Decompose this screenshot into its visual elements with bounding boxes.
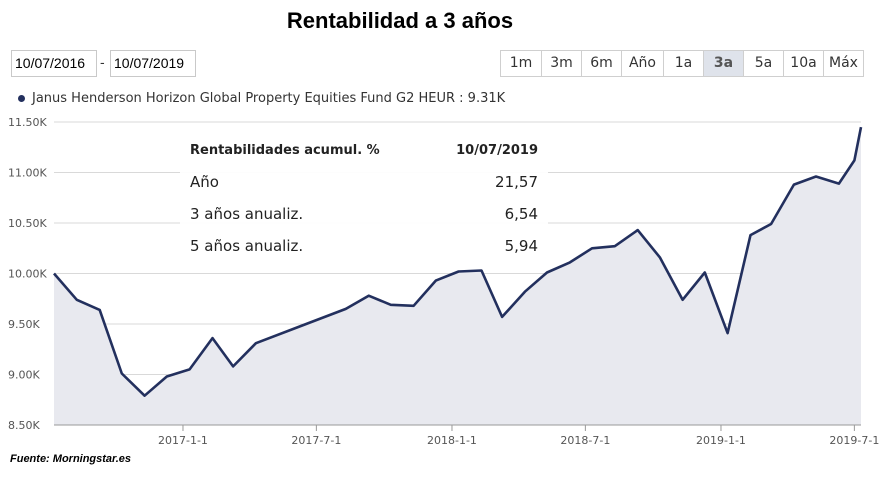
- chart-legend[interactable]: Janus Henderson Horizon Global Property …: [18, 91, 505, 106]
- x-tick-label: 2018-1-1: [427, 434, 477, 447]
- tooltip-row-value: 6,54: [504, 205, 538, 223]
- x-tick-label: 2019-1-1: [696, 434, 746, 447]
- tooltip-row: 3 años anualiz. 6,54: [190, 203, 538, 235]
- range-button-6m[interactable]: 6m: [581, 51, 621, 76]
- date-separator: -: [100, 54, 105, 70]
- tooltip-row-value: 21,57: [495, 173, 538, 191]
- range-button-año[interactable]: Año: [621, 51, 663, 76]
- x-tick-label: 2017-7-1: [291, 434, 341, 447]
- tooltip-header: Rentabilidades acumul. % 10/07/2019: [190, 143, 538, 171]
- y-tick-label: 9.50K: [8, 318, 40, 331]
- x-tick-label: 2019-7-1: [829, 434, 879, 447]
- y-tick-label: 8.50K: [8, 419, 40, 432]
- chart-title: Rentabilidad a 3 años: [286, 8, 514, 33]
- tooltip-row-label: 3 años anualiz.: [190, 205, 304, 223]
- legend-label: Janus Henderson Horizon Global Property …: [32, 91, 506, 106]
- tooltip-header-label: Rentabilidades acumul. %: [190, 143, 380, 158]
- y-tick-label: 9.00K: [8, 369, 40, 382]
- y-tick-label: 10.00K: [8, 268, 47, 281]
- tooltip-header-date: 10/07/2019: [456, 143, 538, 158]
- range-selector: 1m 3m 6m Año 1a 3a 5a 10a Máx: [500, 50, 864, 77]
- x-tick-label: 2018-7-1: [560, 434, 610, 447]
- range-button-5a[interactable]: 5a: [743, 51, 783, 76]
- tooltip-row-label: Año: [190, 173, 219, 191]
- range-button-máx[interactable]: Máx: [823, 51, 863, 76]
- y-tick-label: 11.50K: [8, 116, 47, 129]
- x-tick-label: 2017-1-1: [158, 434, 208, 447]
- series-line[interactable]: [53, 126, 863, 397]
- tooltip-row-label: 5 años anualiz.: [190, 237, 304, 255]
- date-from-input[interactable]: 10/07/2016: [11, 50, 97, 77]
- legend-marker: [18, 95, 25, 102]
- range-button-10a[interactable]: 10a: [783, 51, 823, 76]
- range-button-3a[interactable]: 3a: [703, 51, 743, 76]
- tooltip-row-value: 5,94: [504, 237, 538, 255]
- tooltip-row: Año 21,57: [190, 171, 538, 203]
- range-button-1a[interactable]: 1a: [663, 51, 703, 76]
- source-note: Fuente: Morningstar.es: [10, 453, 132, 465]
- y-tick-label: 10.50K: [8, 217, 47, 230]
- y-tick-label: 11.00K: [8, 167, 47, 180]
- series-area: [54, 127, 861, 425]
- tooltip-row: 5 años anualiz. 5,94: [190, 235, 538, 267]
- range-button-3m[interactable]: 3m: [541, 51, 581, 76]
- returns-tooltip: Rentabilidades acumul. % 10/07/2019 Año …: [180, 133, 548, 258]
- date-to-input[interactable]: 10/07/2019: [110, 50, 196, 77]
- range-button-1m[interactable]: 1m: [501, 51, 541, 76]
